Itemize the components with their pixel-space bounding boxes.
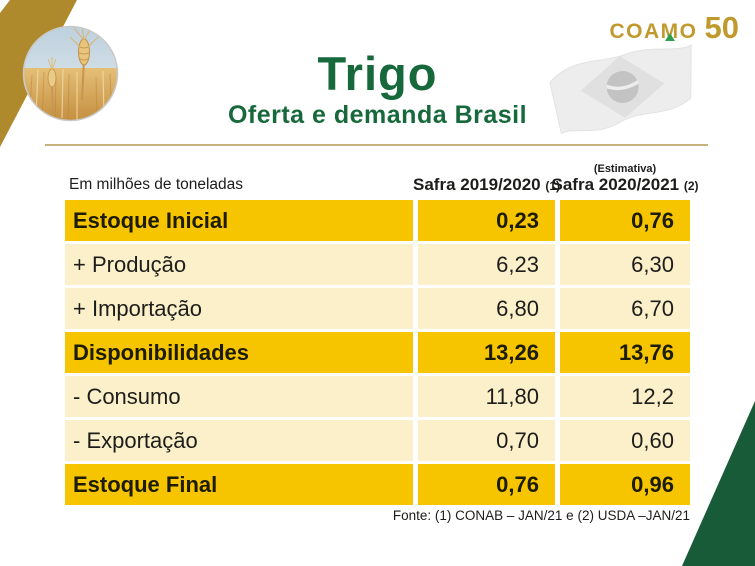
row-value-2019: 6,80 xyxy=(418,288,555,329)
row-value-2020: 0,76 xyxy=(560,200,690,241)
row-label: Estoque Inicial xyxy=(65,200,413,241)
supply-demand-table: Em milhões de toneladas Safra 2019/2020 … xyxy=(65,159,699,505)
coamo-logo: COAMO 50 xyxy=(610,12,739,44)
row-value-2020: 12,2 xyxy=(560,376,690,417)
column-title: Safra 2020/2021 xyxy=(551,175,680,195)
row-value-2020: 0,96 xyxy=(560,464,690,505)
table-row-consumo: - Consumo 11,80 12,2 xyxy=(65,376,690,417)
row-value-2019: 11,80 xyxy=(418,376,555,417)
row-label: Disponibilidades xyxy=(65,332,413,373)
brazil-flag-watermark-icon xyxy=(549,43,692,135)
table-row-importacao: + Importação 6,80 6,70 xyxy=(65,288,690,329)
row-value-2019: 0,23 xyxy=(418,200,555,241)
row-label: - Consumo xyxy=(65,376,413,417)
gold-divider-line xyxy=(45,144,708,146)
table-row-disponibilidades: Disponibilidades 13,26 13,76 xyxy=(65,332,690,373)
row-value-2020: 13,76 xyxy=(560,332,690,373)
page-subtitle: Oferta e demanda Brasil xyxy=(227,101,528,130)
column-footnote: (1) xyxy=(545,179,561,194)
row-value-2019: 0,70 xyxy=(418,420,555,461)
coamo-logo-text: COAMO xyxy=(609,20,698,43)
row-label: + Produção xyxy=(65,244,413,285)
row-value-2019: 13,26 xyxy=(418,332,555,373)
column-title: Safra 2019/2020 xyxy=(413,175,541,195)
bottom-right-green-triangle xyxy=(682,401,755,566)
wheat-photo xyxy=(22,25,119,122)
column-footnote: (2) xyxy=(683,179,699,194)
title-block: Trigo Oferta e demanda Brasil xyxy=(0,49,755,130)
row-value-2019: 0,76 xyxy=(418,464,555,505)
logo-green-triangle-icon xyxy=(664,33,675,41)
row-value-2019: 6,23 xyxy=(418,244,555,285)
column-estimate-note: (Estimativa) xyxy=(593,163,657,176)
table-row-estoque-inicial: Estoque Inicial 0,23 0,76 xyxy=(65,200,690,241)
column-header-2019-2020: Safra 2019/2020 (1) xyxy=(413,175,560,197)
row-label: + Importação xyxy=(65,288,413,329)
row-value-2020: 6,30 xyxy=(560,244,690,285)
row-value-2020: 6,70 xyxy=(560,288,690,329)
row-label: Estoque Final xyxy=(65,464,413,505)
row-label: - Exportação xyxy=(65,420,413,461)
table-row-exportacao: - Exportação 0,70 0,60 xyxy=(65,420,690,461)
row-value-2020: 0,60 xyxy=(560,420,690,461)
source-footnote: Fonte: (1) CONAB – JAN/21 e (2) USDA –JA… xyxy=(392,508,690,523)
unit-label: Em milhões de toneladas xyxy=(69,176,244,193)
coamo-50-anniversary: 50 xyxy=(704,10,739,45)
table-row-producao: + Produção 6,23 6,30 xyxy=(65,244,690,285)
column-header-2020-2021: (Estimativa) Safra 2020/2021 (2) xyxy=(552,163,699,197)
table-row-estoque-final: Estoque Final 0,76 0,96 xyxy=(65,464,690,505)
page-title: Trigo xyxy=(317,47,438,100)
table-header: Em milhões de toneladas Safra 2019/2020 … xyxy=(65,159,699,197)
